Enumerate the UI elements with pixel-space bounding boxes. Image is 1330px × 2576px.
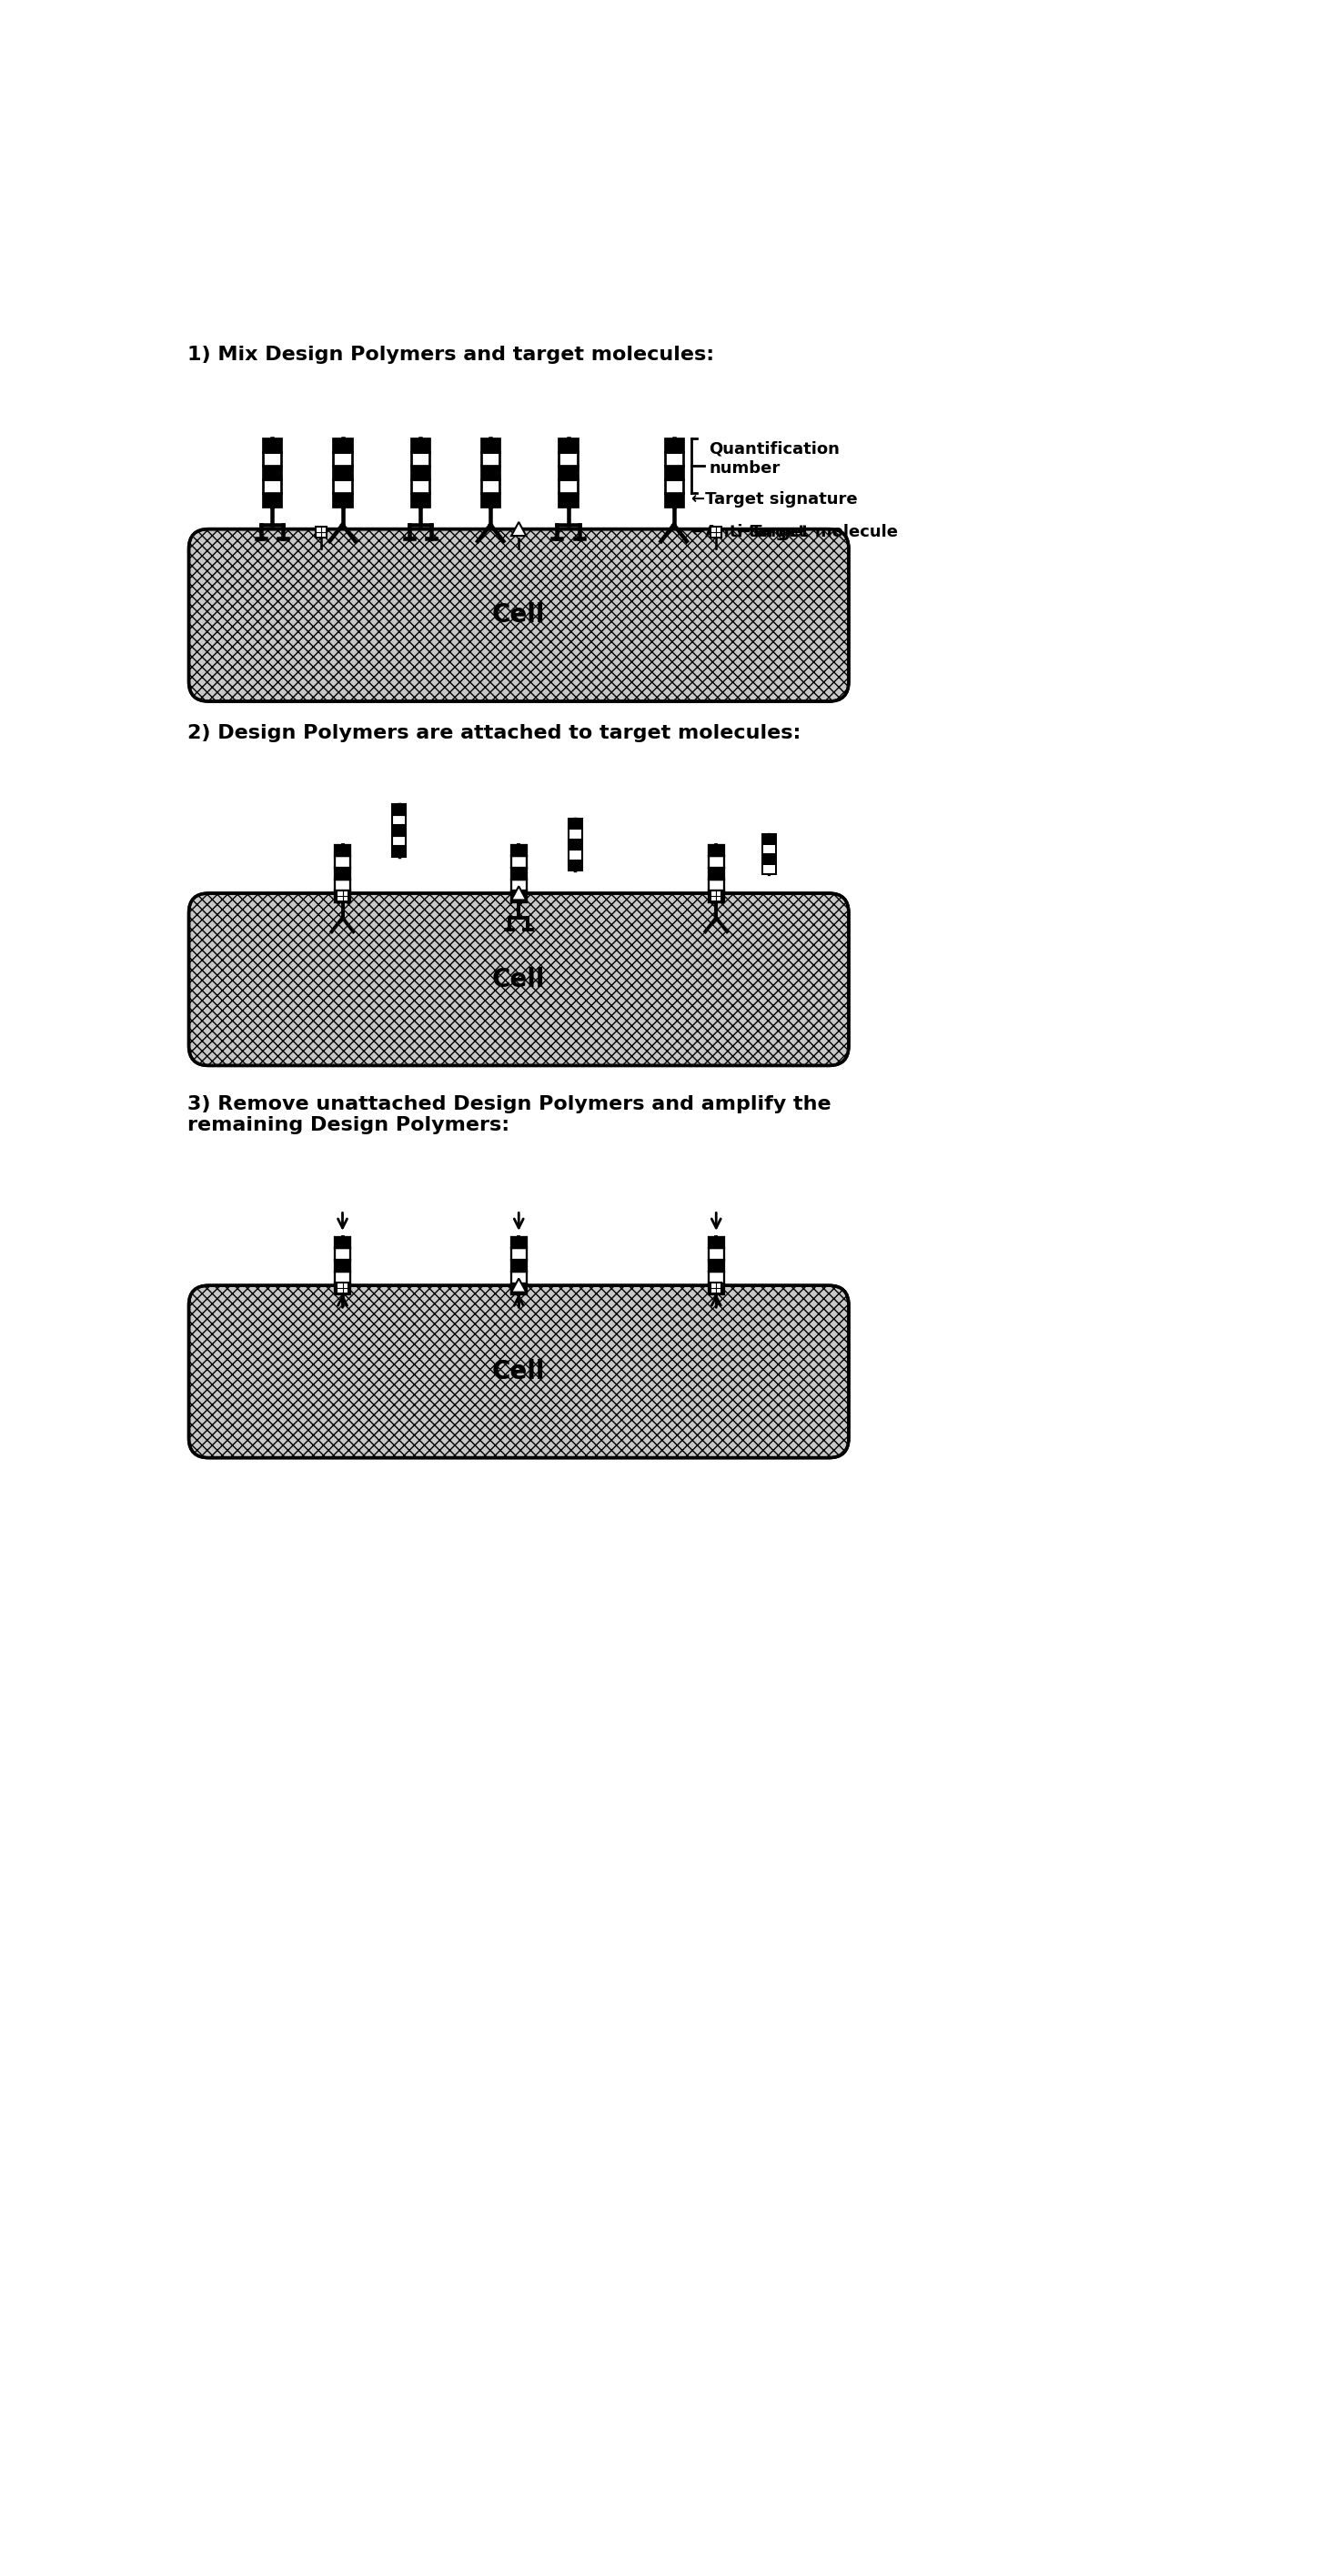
Bar <box>481 479 500 492</box>
Polygon shape <box>511 886 527 899</box>
Bar <box>511 845 527 855</box>
Bar <box>411 492 430 507</box>
Bar <box>481 492 500 507</box>
Bar <box>335 855 350 868</box>
Text: ←Target molecule: ←Target molecule <box>737 523 898 541</box>
Text: 3) Remove unattached Design Polymers and amplify the
remaining Design Polymers:: 3) Remove unattached Design Polymers and… <box>188 1095 831 1133</box>
Bar <box>665 466 684 479</box>
Bar <box>559 492 577 507</box>
Bar <box>392 848 406 858</box>
Bar <box>335 1260 350 1273</box>
Bar <box>762 866 775 873</box>
Bar <box>334 438 351 451</box>
Bar <box>335 1236 350 1249</box>
Bar <box>709 1249 724 1260</box>
Bar <box>762 835 775 845</box>
Text: Cell: Cell <box>492 603 545 629</box>
FancyBboxPatch shape <box>189 1285 849 1458</box>
Bar <box>335 878 350 891</box>
Bar <box>336 891 348 902</box>
Bar <box>511 1283 527 1296</box>
Bar <box>263 438 281 451</box>
Text: Cell: Cell <box>492 1360 545 1383</box>
Bar <box>559 451 577 466</box>
Bar <box>511 1236 527 1249</box>
Bar <box>263 466 281 479</box>
Bar <box>392 804 406 814</box>
Bar <box>709 1273 724 1283</box>
Bar <box>762 855 775 866</box>
Text: 2) Design Polymers are attached to target molecules:: 2) Design Polymers are attached to targe… <box>188 724 801 742</box>
Bar <box>511 868 527 878</box>
Bar <box>481 451 500 466</box>
Bar <box>411 479 430 492</box>
Bar <box>392 835 406 848</box>
Bar <box>709 1236 724 1249</box>
Bar <box>511 878 527 891</box>
Bar <box>709 868 724 878</box>
Text: Cell: Cell <box>492 966 545 992</box>
Bar <box>762 845 775 855</box>
Bar <box>511 1273 527 1283</box>
Bar <box>709 878 724 891</box>
Bar <box>411 451 430 466</box>
Bar <box>334 451 351 466</box>
Bar <box>665 479 684 492</box>
FancyBboxPatch shape <box>189 528 849 701</box>
Bar <box>411 438 430 451</box>
Bar <box>335 1283 350 1296</box>
Bar <box>511 1249 527 1260</box>
Bar <box>392 814 406 824</box>
Bar <box>568 819 583 829</box>
Bar <box>710 526 722 538</box>
Bar <box>315 526 327 538</box>
Bar <box>710 891 722 902</box>
Bar <box>335 891 350 902</box>
Bar <box>335 1249 350 1260</box>
Bar <box>511 1260 527 1273</box>
Bar <box>559 479 577 492</box>
Bar <box>263 492 281 507</box>
Bar <box>335 868 350 878</box>
Bar <box>568 860 583 871</box>
Bar <box>263 451 281 466</box>
Bar <box>334 492 351 507</box>
Text: Quantification
number: Quantification number <box>709 440 841 477</box>
Bar <box>709 1260 724 1273</box>
Bar <box>709 1283 724 1296</box>
Text: ←Target signature: ←Target signature <box>692 492 858 507</box>
Bar <box>710 1283 722 1293</box>
Bar <box>511 891 527 902</box>
Bar <box>559 438 577 451</box>
Bar <box>334 479 351 492</box>
Bar <box>568 829 583 840</box>
Bar <box>709 891 724 902</box>
Bar <box>335 845 350 855</box>
Bar <box>559 466 577 479</box>
Bar <box>665 492 684 507</box>
Bar <box>411 466 430 479</box>
Text: 1) Mix Design Polymers and target molecules:: 1) Mix Design Polymers and target molecu… <box>188 345 714 363</box>
Polygon shape <box>511 1278 527 1293</box>
Bar <box>709 855 724 868</box>
Bar <box>568 840 583 850</box>
Bar <box>334 466 351 479</box>
Bar <box>392 824 406 835</box>
Text: ←Anti target: ←Anti target <box>692 523 806 541</box>
Bar <box>568 850 583 860</box>
Bar <box>481 466 500 479</box>
Bar <box>511 855 527 868</box>
Polygon shape <box>511 523 527 536</box>
Bar <box>263 479 281 492</box>
Bar <box>665 438 684 451</box>
Bar <box>665 451 684 466</box>
FancyBboxPatch shape <box>189 894 849 1066</box>
Bar <box>481 438 500 451</box>
Bar <box>709 845 724 855</box>
Bar <box>335 1273 350 1283</box>
Bar <box>336 1283 348 1293</box>
